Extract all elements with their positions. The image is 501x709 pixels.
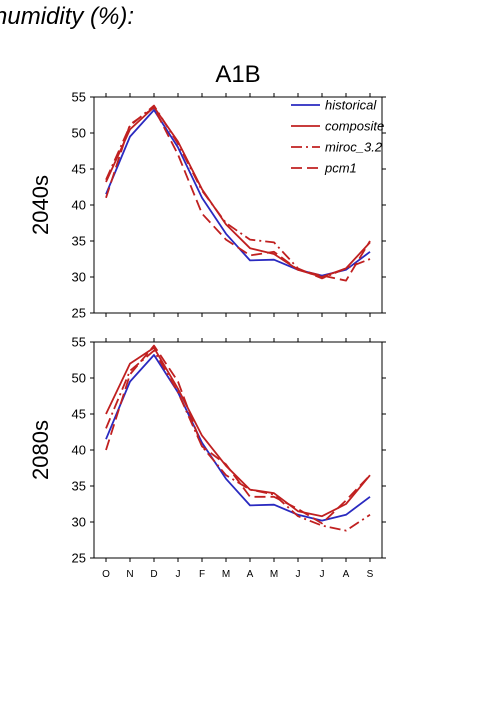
legend-label: historical [325,98,377,113]
month-label: O [102,569,110,580]
y-tick-label: 40 [72,198,86,213]
month-label: F [199,569,205,580]
legend-label: pcm1 [324,161,357,176]
panel-label-2040s: 2040s [28,175,53,235]
month-label: A [343,569,350,580]
legend-label: miroc_3.2 [325,140,383,155]
series-line-pcm1 [105,344,371,525]
month-label: A [247,569,254,580]
y-tick-label: 35 [72,479,86,494]
legend: historical composite miroc_3.2 pcm1 [291,98,384,176]
legend-label: composite [325,119,384,134]
panel-2080s: 25 30 35 40 45 50 55 O N D J F M A M J J A S 2080s [28,335,386,580]
month-label: M [270,569,278,580]
y-tick-label: 25 [72,306,86,321]
y-tick-label: 30 [72,270,86,285]
series-line-historical [105,354,371,522]
month-label: S [367,569,374,580]
y-tick-label: 50 [72,371,86,386]
y-tick-label: 45 [72,162,86,177]
series-line-miroc-3-2 [105,349,371,532]
series-line-pcm1 [105,106,371,282]
series-line-historical [105,109,371,277]
y-tick-label: 40 [72,443,86,458]
chart-panels: 25 30 35 40 45 50 55 2040s historical composite mi… [28,90,386,580]
month-label: N [126,569,133,580]
y-tick-label: 45 [72,407,86,422]
panel-2040s: 25 30 35 40 45 50 55 2040s historical composite mi… [28,90,386,321]
series-line-miroc-3-2 [105,104,371,280]
scenario-title: A1B [215,61,260,88]
month-label: D [150,569,157,580]
y-tick-label: 35 [72,234,86,249]
series-line-composite [105,346,371,518]
y-tick-label: 30 [72,515,86,530]
figure-title: humidity (%): [0,3,135,30]
month-label: J [176,569,181,580]
y-tick-label: 25 [72,551,86,566]
panel-label-2080s: 2080s [28,420,53,480]
y-tick-label: 55 [72,335,86,350]
month-label: J [320,569,325,580]
y-tick-label: 55 [72,90,86,105]
y-tick-label: 50 [72,126,86,141]
month-label: J [296,569,301,580]
month-label: M [222,569,230,580]
